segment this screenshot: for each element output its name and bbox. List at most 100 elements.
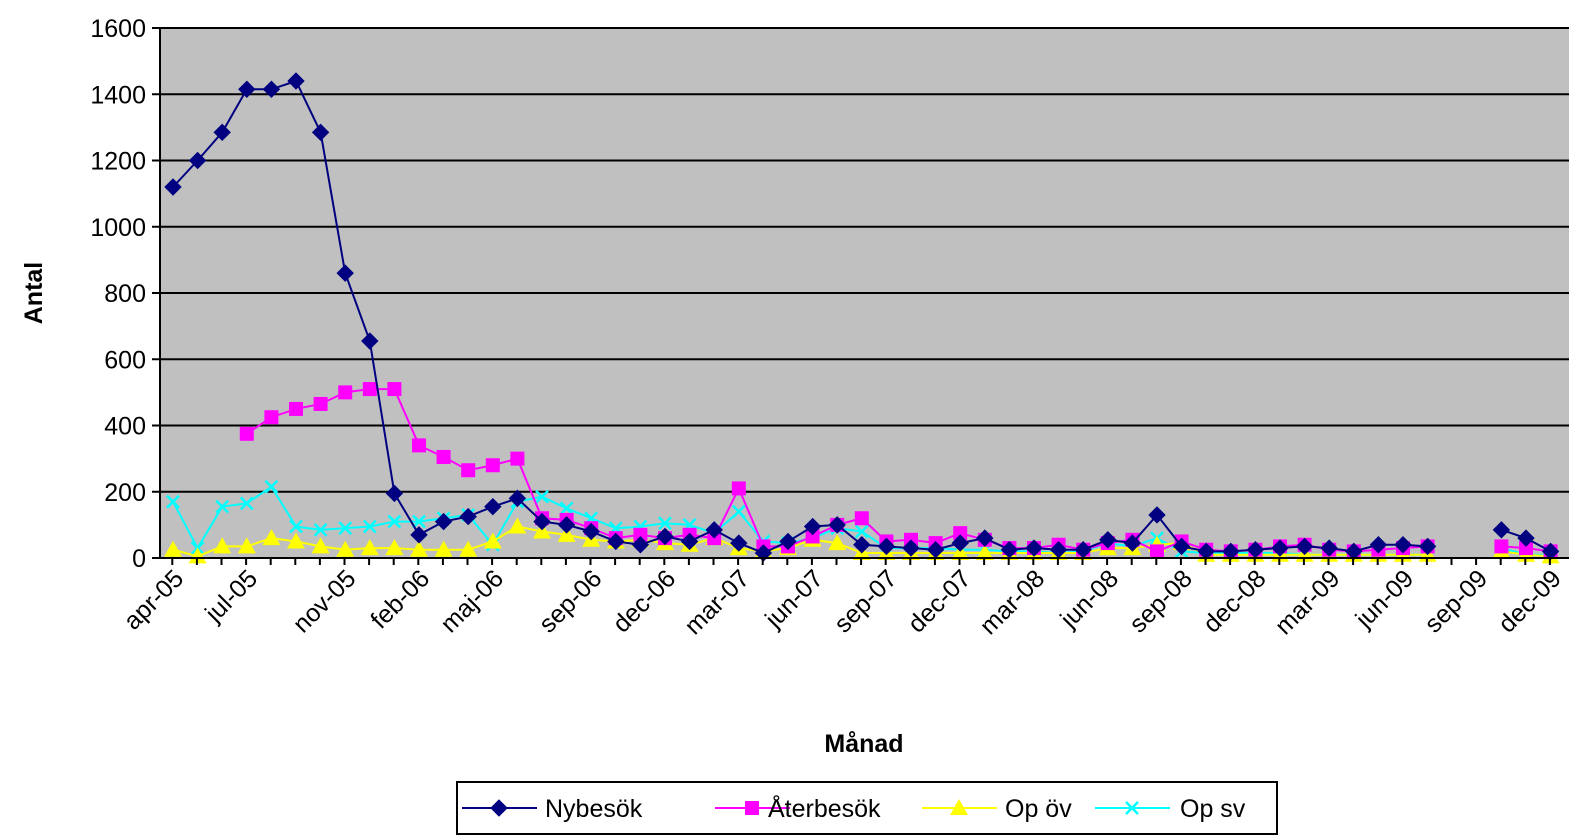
x-tick-label: sep-08 [1124, 564, 1198, 638]
x-tick-label: mar-09 [1270, 564, 1346, 640]
data-point [338, 385, 353, 400]
data-point [289, 401, 303, 416]
data-point [1320, 539, 1338, 557]
data-point [658, 516, 672, 531]
x-tick-label: dec-09 [1493, 564, 1567, 638]
data-point [410, 540, 428, 557]
legend-marker [950, 799, 968, 815]
data-point [164, 540, 182, 557]
data-point [289, 519, 303, 534]
legend-marker [745, 801, 759, 815]
y-ticks: 0 200 400 600 800 1000 1200 1400 1600 [90, 15, 160, 573]
data-point [1418, 537, 1437, 556]
x-tick-label: sep-07 [829, 564, 903, 638]
legend: Nybesök Återbesök Op öv Op sv [456, 781, 1278, 835]
x-tick-label: nov-05 [288, 564, 362, 638]
x-tick-label: jun-08 [1054, 564, 1124, 634]
x-tick-label: apr-05 [118, 564, 189, 635]
x-tick-label: feb-06 [365, 564, 435, 634]
data-point [412, 514, 426, 529]
data-point [215, 499, 230, 514]
y-tick-label: 0 [132, 545, 146, 573]
data-point [853, 536, 871, 554]
legend-label: Op öv [1005, 795, 1072, 823]
data-point [1123, 534, 1142, 552]
x-tick-label: jun-07 [759, 564, 829, 634]
data-point [313, 396, 328, 411]
data-point [828, 516, 846, 534]
x-tick-label: dec-07 [903, 564, 977, 638]
data-point [188, 151, 207, 170]
data-point [656, 527, 674, 546]
data-point [533, 522, 551, 539]
data-point [805, 529, 820, 544]
data-point [434, 512, 453, 531]
data-point [461, 463, 476, 478]
x-tick-label: mar-07 [679, 564, 755, 640]
data-point [238, 80, 256, 98]
y-tick-label: 600 [104, 346, 146, 374]
legend-marker [490, 799, 508, 817]
series-line [172, 525, 1428, 558]
data-point [262, 80, 281, 98]
data-point [436, 449, 451, 464]
data-point [459, 540, 478, 557]
data-point [1150, 544, 1164, 559]
data-point [1492, 521, 1511, 539]
data-point [705, 521, 723, 539]
y-tick-label: 200 [104, 479, 146, 507]
data-point [902, 539, 920, 557]
data-point [1494, 539, 1509, 554]
y-axis-title: Antal [20, 262, 48, 325]
series-line [172, 79, 1428, 555]
data-point [953, 526, 968, 541]
data-point [387, 514, 402, 529]
data-point [237, 537, 256, 554]
legend-marker [1125, 801, 1139, 815]
data-point [951, 544, 970, 561]
data-point [633, 527, 648, 542]
data-point [362, 519, 377, 534]
data-point [336, 264, 354, 282]
data-point [1519, 541, 1533, 556]
data-point [1172, 537, 1191, 556]
data-point [730, 534, 748, 552]
data-point [731, 504, 746, 519]
data-point [1295, 537, 1314, 556]
data-point [731, 481, 746, 496]
data-point [311, 537, 330, 554]
data-point [1148, 506, 1166, 524]
data-point [287, 532, 305, 549]
data-point [434, 540, 453, 557]
data-point [1099, 531, 1117, 549]
x-tick-label: sep-09 [1419, 564, 1493, 638]
data-point [412, 438, 426, 453]
data-point [264, 410, 279, 425]
data-point [803, 517, 822, 536]
data-point [188, 547, 207, 564]
data-point [607, 532, 625, 551]
data-point [459, 507, 477, 526]
x-tick-label: dec-06 [607, 564, 681, 638]
data-point [680, 532, 699, 551]
data-point [951, 534, 969, 552]
data-point [264, 479, 279, 494]
data-point [631, 536, 650, 554]
y-tick-label: 1000 [90, 214, 146, 242]
y-tick-label: 800 [104, 280, 146, 308]
data-point [262, 529, 281, 546]
data-point [485, 458, 500, 473]
data-point [976, 529, 994, 547]
y-tick-label: 400 [104, 413, 146, 441]
x-tick-label: mar-08 [974, 564, 1050, 640]
data-point [828, 534, 847, 551]
data-point [362, 382, 377, 397]
data-point [164, 178, 182, 196]
x-tick-label: dec-08 [1198, 564, 1272, 638]
data-point [361, 332, 379, 350]
data-point [387, 382, 402, 397]
legend-label: Återbesök [768, 793, 881, 823]
data-point [239, 496, 254, 511]
data-point [213, 537, 232, 554]
